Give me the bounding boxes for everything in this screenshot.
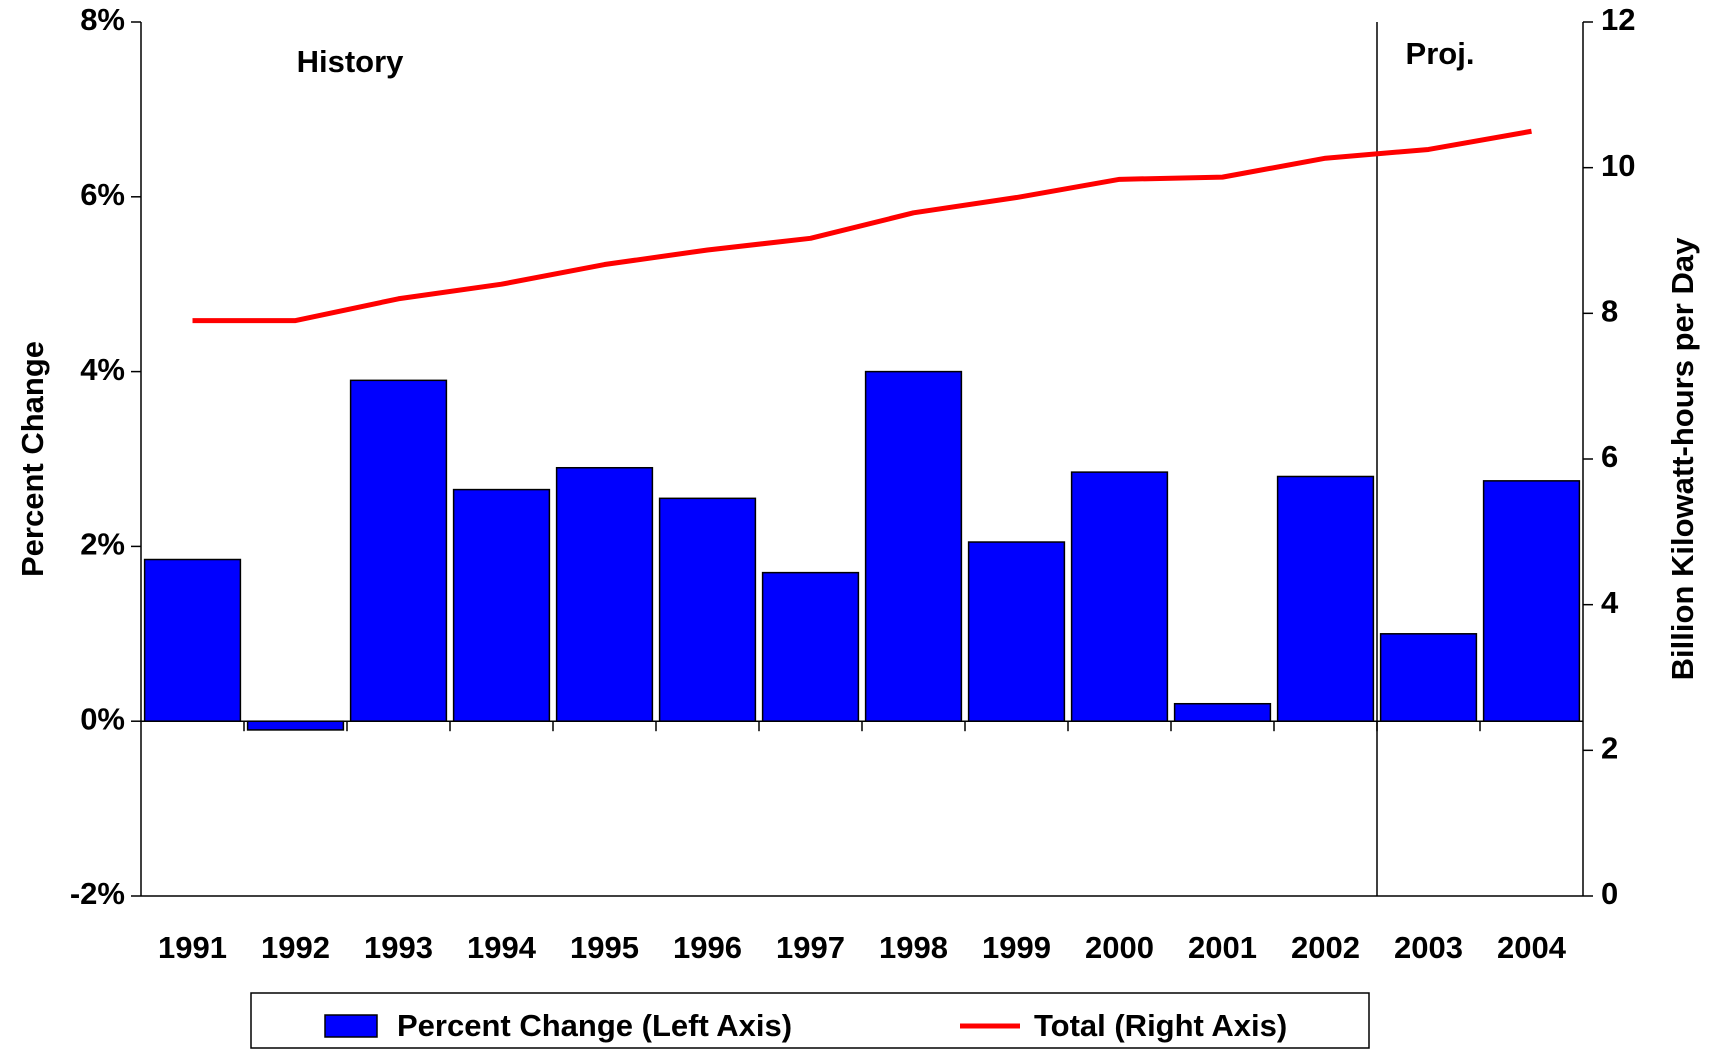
bar (864, 370, 963, 722)
y-axis-label: Percent Change (15, 341, 50, 577)
y-tick-label: 6% (80, 177, 125, 212)
y2-tick-label: 0 (1601, 876, 1618, 911)
x-tick-label: 1995 (570, 930, 639, 965)
bar (555, 466, 654, 722)
x-tick-label: 1994 (467, 930, 537, 965)
x-tick-label: 2002 (1291, 930, 1360, 965)
bar (1482, 480, 1581, 722)
y2-tick-label: 10 (1601, 148, 1635, 183)
bar (967, 541, 1066, 722)
bar (349, 379, 448, 722)
annotation: Proj. (1406, 36, 1475, 71)
y2-tick-label: 4 (1601, 585, 1619, 620)
y-tick-label: 0% (80, 701, 125, 736)
y2-tick-label: 8 (1601, 294, 1618, 329)
bar (1173, 702, 1272, 722)
bar (1379, 633, 1478, 722)
x-tick-label: 1999 (982, 930, 1051, 965)
legend-label: Total (Right Axis) (1034, 1008, 1287, 1043)
bar (761, 571, 860, 722)
bar (1276, 475, 1375, 722)
y2-tick-label: 12 (1601, 2, 1635, 37)
legend-swatch (324, 1014, 378, 1038)
y-tick-label: -2% (70, 876, 125, 911)
bar (452, 488, 551, 722)
x-tick-label: 1996 (673, 930, 742, 965)
bar (246, 720, 345, 731)
x-tick-label: 2001 (1188, 930, 1257, 965)
x-tick-label: 1992 (261, 930, 330, 965)
bar (658, 497, 757, 722)
y2-tick-label: 6 (1601, 439, 1618, 474)
y-tick-label: 8% (80, 2, 125, 37)
x-tick-label: 1991 (158, 930, 227, 965)
y2-axis-label: Billion Kilowatt-hours per Day (1665, 237, 1700, 680)
x-tick-label: 2000 (1085, 930, 1154, 965)
x-tick-label: 1997 (776, 930, 845, 965)
legend-label: Percent Change (Left Axis) (397, 1008, 792, 1043)
x-tick-label: 2004 (1497, 930, 1567, 965)
bar (1070, 471, 1169, 722)
y-tick-label: 4% (80, 352, 125, 387)
y-tick-label: 2% (80, 527, 125, 562)
x-tick-label: 2003 (1394, 930, 1463, 965)
x-tick-label: 1993 (364, 930, 433, 965)
x-tick-label: 1998 (879, 930, 948, 965)
y2-tick-label: 2 (1601, 731, 1618, 766)
line (192, 128, 1532, 324)
bar (143, 558, 242, 722)
annotation: History (297, 44, 405, 79)
legend-box (250, 992, 1370, 1049)
